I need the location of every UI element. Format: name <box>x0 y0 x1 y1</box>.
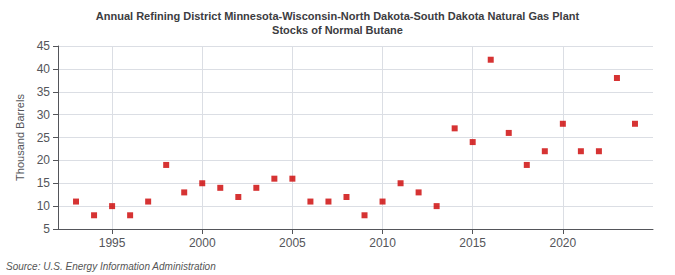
svg-text:Thousand Barrels: Thousand Barrels <box>14 94 26 181</box>
svg-text:20: 20 <box>37 153 51 167</box>
svg-text:45: 45 <box>37 39 51 53</box>
svg-text:Annual Refining District Minne: Annual Refining District Minnesota-Wisco… <box>96 10 580 22</box>
svg-text:25: 25 <box>37 131 51 145</box>
svg-text:1995: 1995 <box>99 236 126 250</box>
svg-text:15: 15 <box>37 176 51 190</box>
svg-text:35: 35 <box>37 85 51 99</box>
svg-text:Source: U.S. Energy Informatio: Source: U.S. Energy Information Administ… <box>6 261 216 272</box>
svg-text:2010: 2010 <box>369 236 396 250</box>
svg-text:10: 10 <box>37 199 51 213</box>
svg-text:30: 30 <box>37 108 51 122</box>
svg-text:2020: 2020 <box>549 236 576 250</box>
svg-text:2000: 2000 <box>189 236 216 250</box>
svg-text:5: 5 <box>43 222 50 236</box>
svg-text:2015: 2015 <box>459 236 486 250</box>
svg-text:40: 40 <box>37 62 51 76</box>
svg-text:Stocks of Normal Butane: Stocks of Normal Butane <box>272 24 403 36</box>
svg-text:2005: 2005 <box>279 236 306 250</box>
